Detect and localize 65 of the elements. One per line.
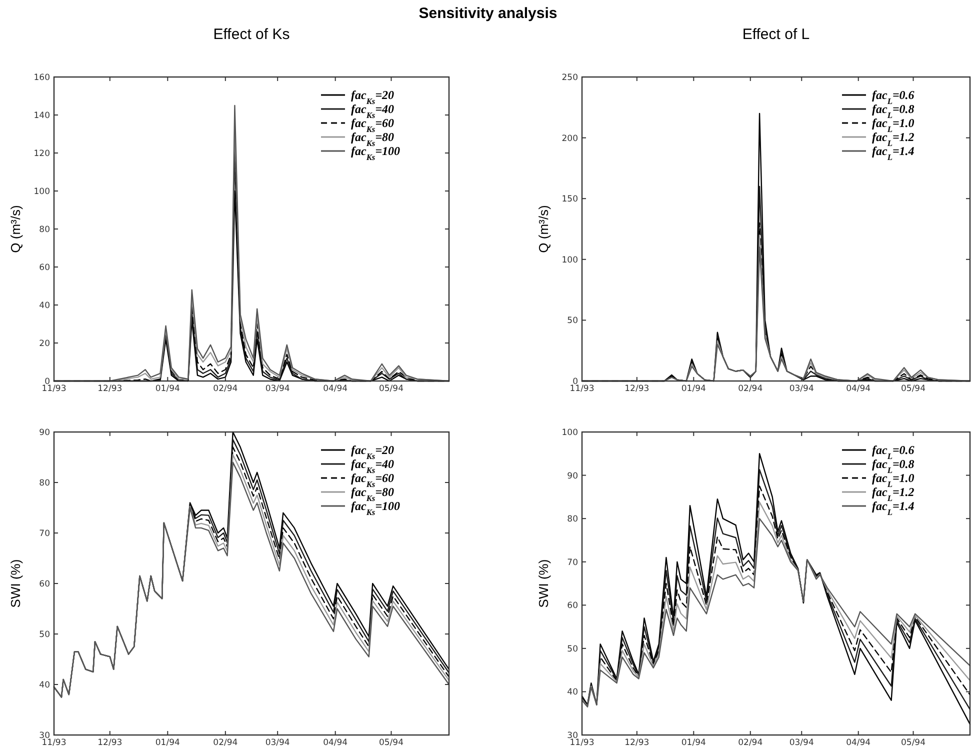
x-tick-label: 05/94 — [901, 384, 926, 394]
x-tick-label: 12/93 — [624, 738, 650, 748]
x-tick-label: 11/93 — [570, 738, 594, 748]
x-tick-label: 03/94 — [789, 384, 814, 394]
chart-subtitle: Effect of L — [742, 26, 810, 43]
y-axis-title: Q (m³/s) — [536, 205, 551, 253]
y-axis-title: SWI (%) — [8, 559, 23, 608]
y-tick-label: 80 — [39, 478, 50, 488]
x-tick-label: 04/94 — [323, 738, 348, 748]
x-tick-label: 04/94 — [846, 384, 871, 394]
y-axis-title: Q (m³/s) — [8, 205, 23, 253]
y-tick-label: 40 — [567, 688, 578, 698]
x-tick-label: 11/93 — [42, 384, 66, 394]
x-tick-label: 01/94 — [681, 384, 706, 394]
x-tick-label: 04/94 — [323, 384, 348, 394]
x-tick-label: 02/94 — [213, 738, 238, 748]
x-tick-label: 03/94 — [789, 738, 814, 748]
x-tick-label: 12/93 — [624, 384, 650, 394]
x-tick-label: 03/94 — [265, 384, 290, 394]
x-tick-label: 05/94 — [378, 738, 404, 748]
legend-label: fac$_{Ks}$=20 — [351, 88, 394, 106]
legend-label: fac$_{L}$=0.6 — [872, 443, 914, 460]
y-tick-label: 40 — [39, 301, 50, 311]
text: Sensitivity analysis — [418, 5, 558, 22]
y-tick-label: 90 — [39, 428, 50, 438]
y-tick-label: 160 — [34, 73, 50, 83]
x-tick-label: 04/94 — [846, 738, 871, 748]
y-axis-title: SWI (%) — [536, 559, 551, 608]
x-tick-label: 11/93 — [570, 384, 594, 394]
y-tick-label: 80 — [567, 514, 578, 525]
y-tick-label: 90 — [567, 471, 578, 482]
y-tick-label: 150 — [562, 194, 578, 205]
y-tick-label: 140 — [34, 111, 50, 121]
y-tick-label: 80 — [39, 225, 50, 235]
y-tick-label: 200 — [562, 134, 578, 144]
x-tick-label: 02/94 — [213, 384, 238, 394]
y-tick-label: 60 — [39, 263, 50, 273]
y-tick-label: 60 — [39, 580, 50, 590]
y-tick-label: 50 — [39, 630, 50, 640]
x-tick-label: 03/94 — [265, 738, 290, 748]
x-tick-label: 01/94 — [681, 738, 706, 748]
y-tick-label: 70 — [39, 529, 50, 539]
legend-label: fac$_{Ks}$=20 — [351, 443, 394, 460]
x-tick-label: 01/94 — [155, 384, 180, 394]
x-tick-label: 12/93 — [98, 384, 122, 394]
legend-label: fac$_{L}$=0.6 — [872, 88, 914, 106]
y-tick-label: 100 — [34, 187, 50, 197]
x-tick-label: 02/94 — [738, 738, 763, 748]
y-tick-label: 250 — [562, 73, 578, 83]
y-tick-label: 100 — [562, 428, 578, 438]
y-tick-label: 70 — [567, 558, 578, 568]
y-tick-label: 60 — [567, 601, 578, 612]
x-tick-label: 05/94 — [901, 738, 926, 748]
y-tick-label: 120 — [34, 149, 50, 159]
x-tick-label: 05/94 — [378, 384, 404, 394]
x-tick-label: 11/93 — [42, 738, 66, 748]
y-tick-label: 50 — [567, 316, 578, 326]
x-tick-label: 02/94 — [738, 384, 763, 394]
y-tick-label: 20 — [39, 339, 50, 349]
y-tick-label: 40 — [39, 680, 50, 690]
y-tick-label: 100 — [562, 255, 578, 266]
chart-subtitle: Effect of Ks — [213, 26, 290, 43]
x-tick-label: 12/93 — [98, 738, 122, 748]
y-tick-label: 50 — [567, 644, 578, 654]
x-tick-label: 01/94 — [155, 738, 180, 748]
